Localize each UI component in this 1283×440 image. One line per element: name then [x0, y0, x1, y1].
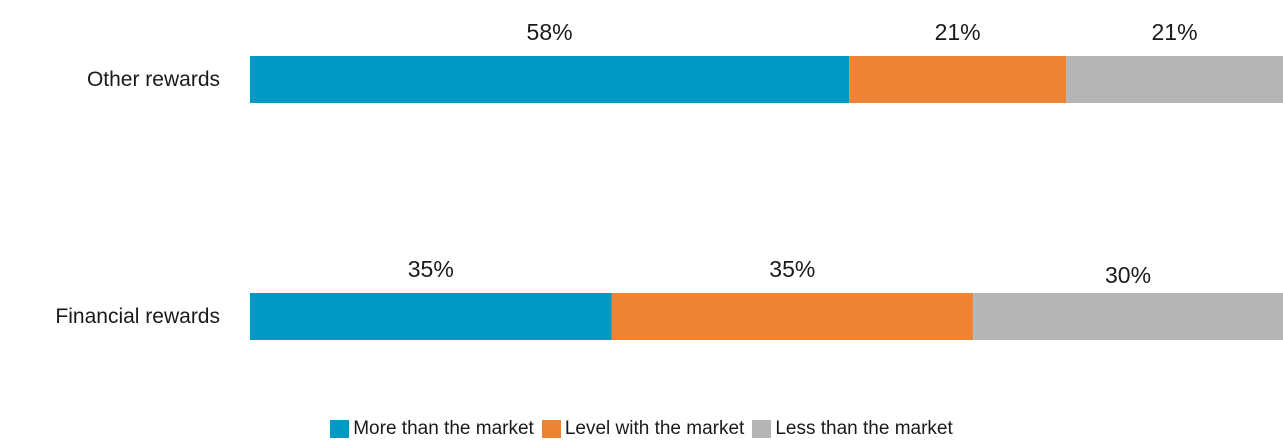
bar-segment-other-rewards-less-than-the-market — [1066, 56, 1283, 103]
data-label-other-rewards-more-than-the-market: 58% — [527, 19, 573, 45]
category-label-other-rewards: Other rewards — [87, 68, 220, 91]
data-label-financial-rewards-level-with-the-market: 35% — [769, 256, 815, 282]
chart-legend: More than the market Level with the marke… — [0, 418, 1283, 440]
bar-segment-financial-rewards-less-than-the-market — [973, 293, 1283, 340]
legend-swatch-more-than-the-market — [330, 420, 350, 438]
bar-segment-financial-rewards-level-with-the-market — [611, 293, 974, 340]
legend-label-less-than-the-market: Less than the market — [775, 418, 953, 439]
data-label-other-rewards-less-than-the-market: 21% — [1152, 19, 1198, 45]
bar-segment-other-rewards-level-with-the-market — [849, 56, 1067, 103]
legend-swatch-less-than-the-market — [752, 420, 772, 438]
category-label-financial-rewards: Financial rewards — [55, 305, 220, 328]
legend-item-more-than-the-market: More than the market — [330, 418, 534, 440]
data-label-financial-rewards-more-than-the-market: 35% — [408, 256, 454, 282]
bar-segment-other-rewards-more-than-the-market — [250, 56, 850, 103]
legend-item-less-than-the-market: Less than the market — [752, 418, 953, 440]
bar-segment-financial-rewards-more-than-the-market — [250, 293, 612, 340]
legend-label-more-than-the-market: More than the market — [353, 418, 534, 439]
legend-label-level-with-the-market: Level with the market — [564, 418, 745, 439]
legend-swatch-level-with-the-market — [541, 420, 561, 438]
data-label-other-rewards-level-with-the-market: 21% — [935, 19, 981, 45]
legend-item-level-with-the-market: Level with the market — [541, 418, 745, 440]
data-label-financial-rewards-less-than-the-market: 30% — [1105, 262, 1151, 288]
